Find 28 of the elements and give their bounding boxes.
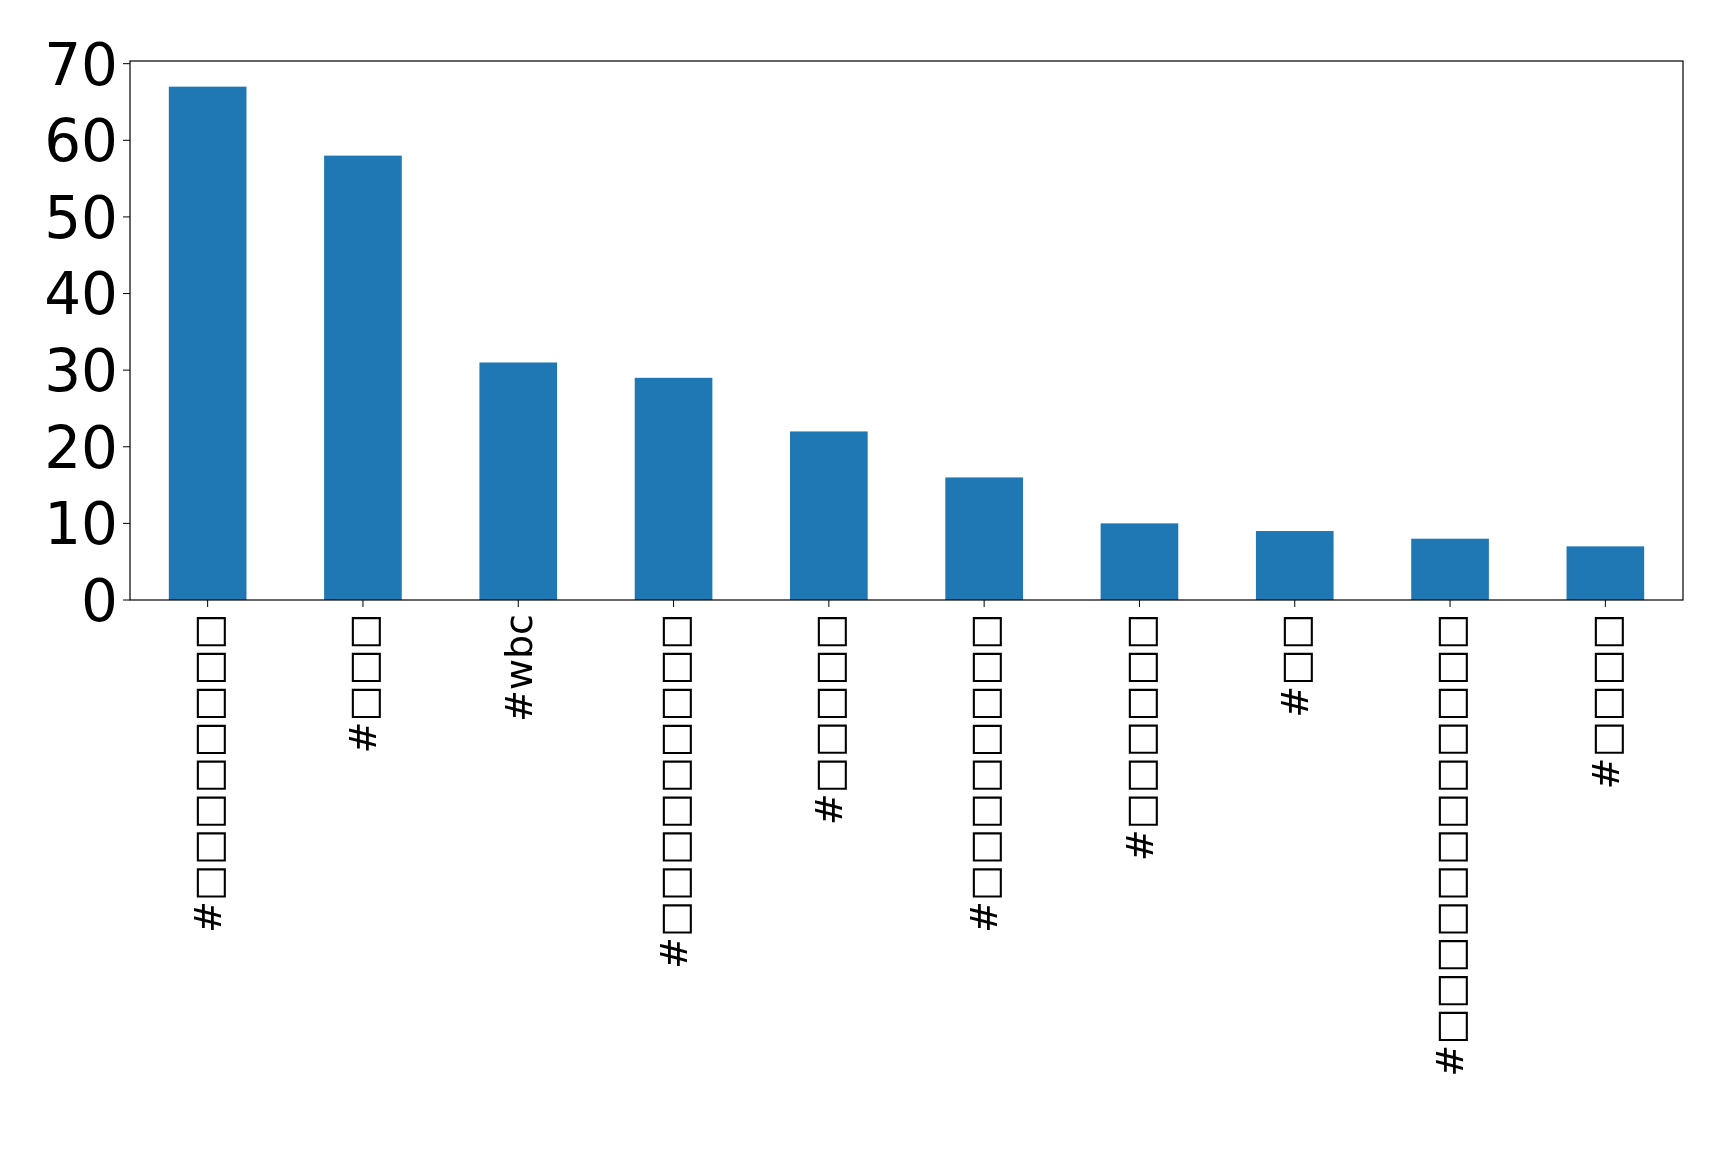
bar <box>1566 546 1645 600</box>
x-tick-label: #□□□□ <box>1583 614 1628 790</box>
y-tick-label: 20 <box>44 413 118 482</box>
bar <box>1100 523 1179 600</box>
y-tick-label: 0 <box>81 566 118 635</box>
x-tick-label: #□□□□□□ <box>1117 614 1162 862</box>
bar <box>324 155 402 600</box>
x-tick-label: #□□ <box>1273 614 1318 718</box>
bar <box>790 431 868 600</box>
x-tick-label: #□□□ <box>341 614 386 754</box>
y-tick-label: 70 <box>44 30 118 99</box>
y-tick-label: 30 <box>44 337 118 406</box>
y-tick-label: 10 <box>44 490 118 559</box>
x-tick-label: #wbc <box>496 614 541 722</box>
bar <box>479 362 558 600</box>
y-tick-label: 60 <box>44 107 118 176</box>
bar <box>945 477 1023 600</box>
x-tick-label: #□□□□□□□□□□□□ <box>1428 614 1473 1077</box>
x-tick-label: #□□□□□ <box>807 614 852 826</box>
bar <box>1255 531 1334 600</box>
bar <box>1411 538 1489 600</box>
y-tick-label: 50 <box>44 183 118 252</box>
x-tick-label: #□□□□□□□□□ <box>651 614 696 969</box>
bar <box>168 86 247 600</box>
bar <box>634 377 713 600</box>
x-tick-label: #□□□□□□□□ <box>962 614 1007 934</box>
x-tick-label: #□□□□□□□□ <box>185 614 230 934</box>
y-tick-label: 40 <box>44 260 118 329</box>
